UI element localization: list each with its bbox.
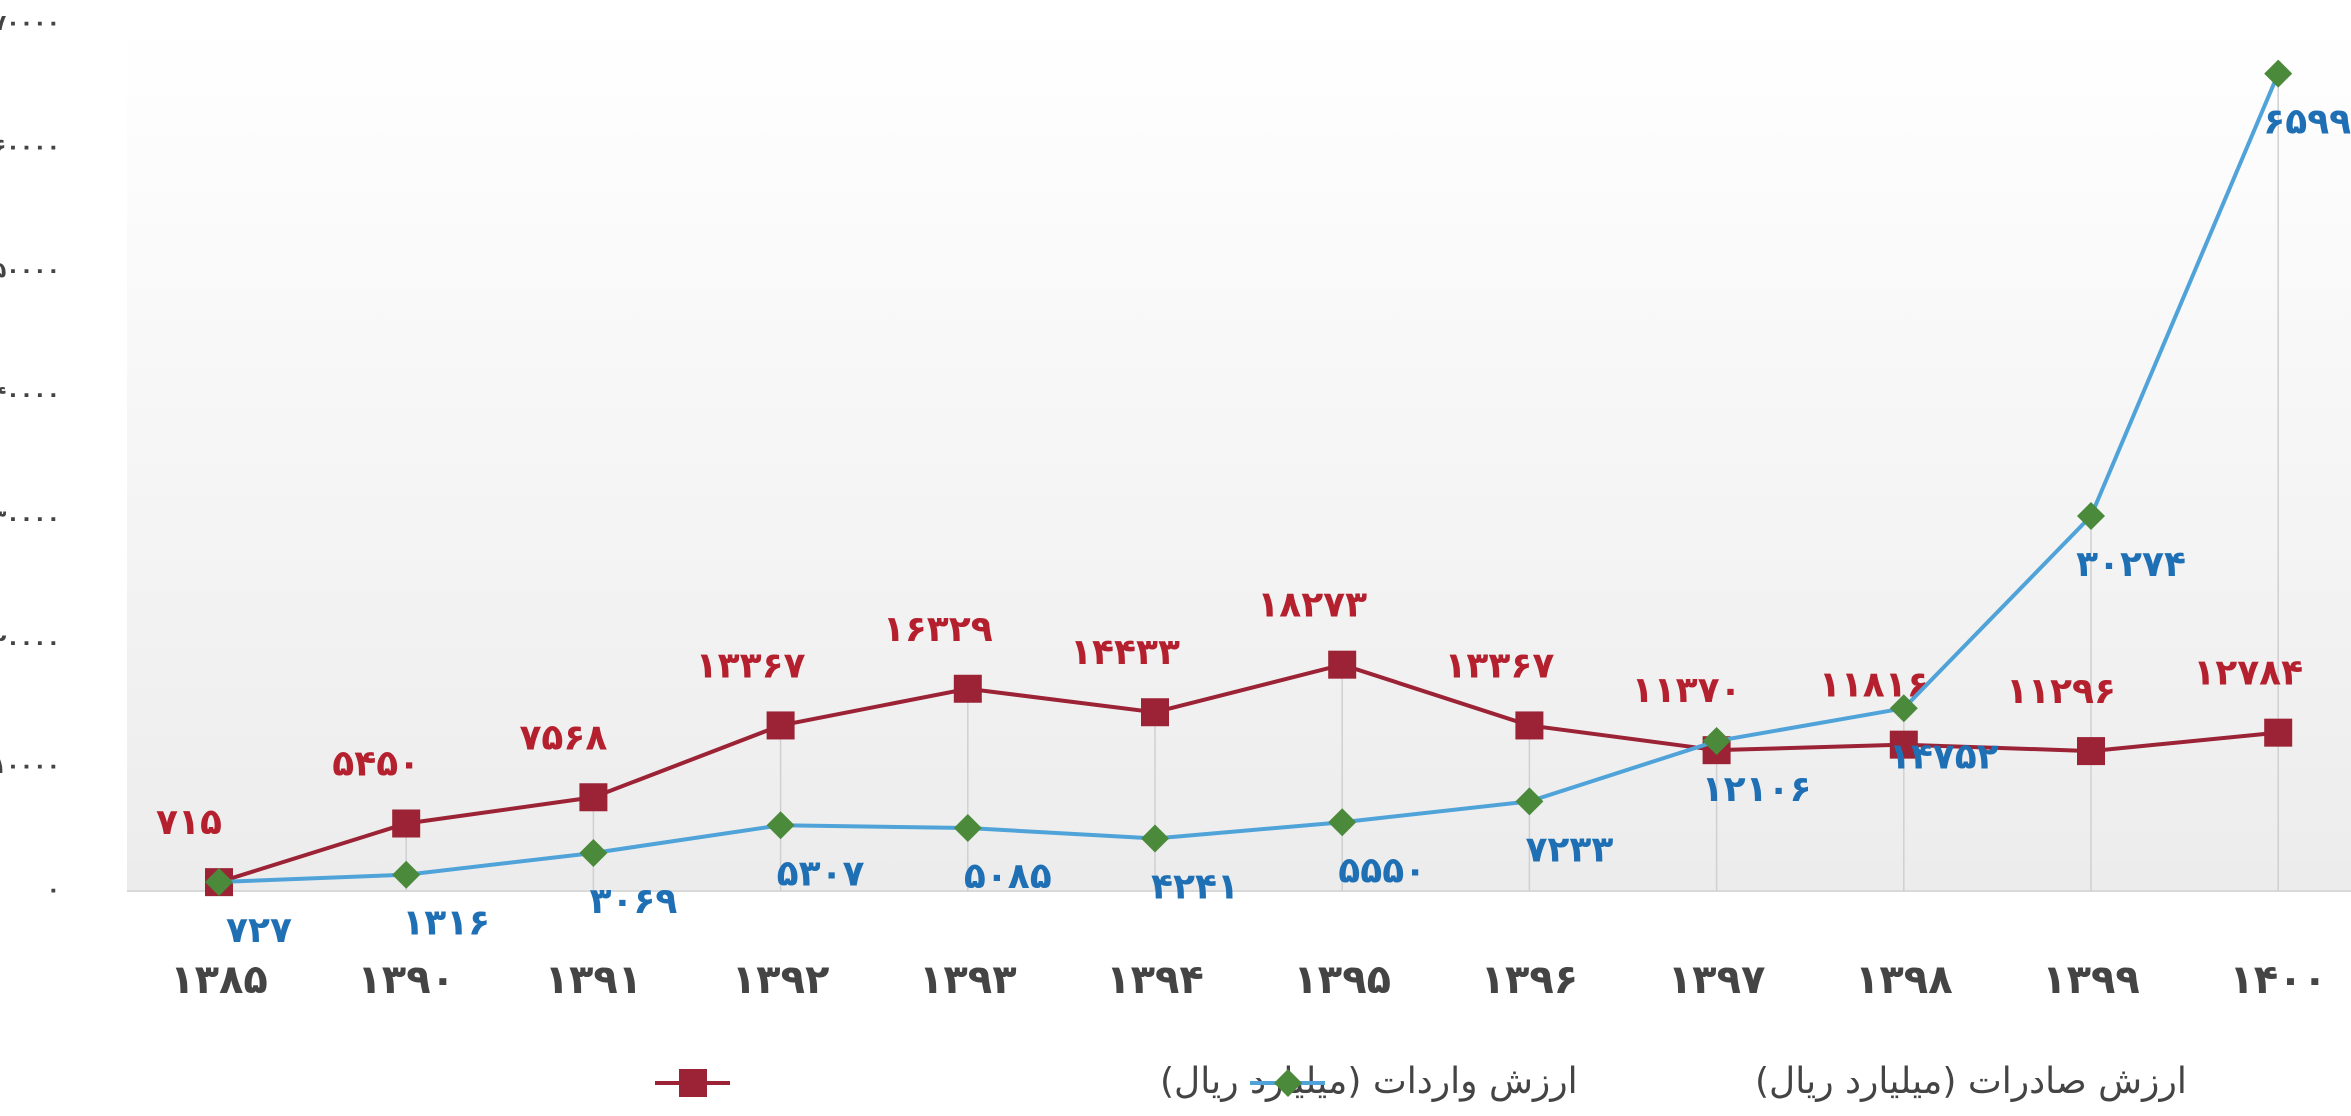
data-label: ۱۳۳۶۷	[1444, 645, 1554, 686]
x-tick-label: ۱۳۹۷	[1668, 957, 1766, 1003]
x-tick-label: ۱۳۹۴	[1106, 957, 1204, 1003]
data-label: ۱۳۳۶۷	[696, 645, 806, 686]
data-label: ۷۱۵	[156, 802, 222, 843]
marker	[2077, 737, 2105, 766]
y-tick-label: ۷۰۰۰۰	[0, 11, 60, 36]
marker	[766, 711, 795, 740]
series-line	[218, 72, 2281, 884]
data-label: ۵۵۵۰	[1338, 850, 1426, 891]
x-tick-label: ۱۳۹۶	[1481, 957, 1579, 1003]
marker	[1702, 727, 1731, 756]
marker	[205, 867, 233, 896]
data-label: ۱۲۷۸۴	[2193, 653, 2303, 694]
plot-area	[127, 24, 2351, 891]
data-label: ۵۰۸۵	[964, 856, 1052, 897]
data-label: ۱۱۲۹۶	[2006, 671, 2116, 712]
x-tick-label: ۱۳۹۸	[1855, 957, 1953, 1003]
x-tick-label: ۱۳۹۰	[357, 957, 455, 1003]
marker	[1328, 650, 1357, 679]
y-tick-label: ۰	[47, 878, 60, 903]
marker	[2264, 718, 2293, 747]
data-label: ۷۲۷	[226, 910, 292, 951]
x-tick-label: ۱۳۸۵	[170, 957, 268, 1003]
marker	[953, 674, 982, 703]
series-line	[218, 662, 2279, 885]
x-tick-label: ۱۴۰۰	[2229, 957, 2327, 1003]
marker	[2264, 59, 2293, 88]
y-tick-label: ۲۰۰۰۰	[0, 630, 60, 655]
marker	[392, 809, 421, 838]
marker	[766, 811, 795, 840]
y-tick-label: ۴۰۰۰۰	[0, 383, 60, 408]
data-label: ۱۴۴۳۳	[1070, 632, 1180, 673]
legend-marker	[1274, 1069, 1302, 1097]
data-label: ۱۶۳۲۹	[883, 609, 993, 650]
data-label: ۳۰۶۹	[589, 881, 677, 922]
data-label: ۵۴۵۰	[332, 743, 420, 784]
data-label: ۱۳۱۶	[402, 903, 490, 944]
x-tick-label: ۱۳۹۱	[545, 957, 643, 1003]
data-label: ۴۲۴۱	[1151, 866, 1239, 907]
x-tick-label: ۱۳۹۵	[1293, 957, 1391, 1003]
y-tick-label: ۶۰۰۰۰	[0, 135, 60, 160]
marker	[1141, 824, 1169, 853]
data-label: ۳۰۲۷۴	[2076, 544, 2186, 585]
marker	[392, 860, 421, 889]
data-label: ۱۲۱۰۶	[1702, 769, 1812, 810]
marker	[1141, 698, 1169, 727]
marker	[579, 783, 608, 812]
data-label: ۷۵۶۸	[519, 717, 607, 758]
legend-label: ارزش صادرات (میلیارد ریال)	[1755, 1061, 2187, 1102]
marker	[1515, 711, 1544, 740]
marker	[953, 814, 982, 843]
y-tick-label: ۵۰۰۰۰	[0, 259, 60, 284]
marker	[2077, 502, 2105, 531]
y-tick-label: ۳۰۰۰۰	[0, 506, 60, 531]
legend-marker	[679, 1069, 707, 1097]
data-label: ۷۲۳۳	[1525, 829, 1613, 870]
data-label: ۱۸۲۷۳	[1257, 585, 1367, 626]
data-label: ۱۱۳۷۰	[1632, 670, 1742, 711]
marker	[1515, 787, 1544, 816]
data-label: ۱۴۷۵۲	[1889, 736, 1999, 777]
x-tick-label: ۱۳۹۹	[2042, 957, 2140, 1003]
y-tick-label: ۱۰۰۰۰	[0, 754, 60, 779]
x-tick-label: ۱۳۹۲	[732, 957, 830, 1003]
data-label: ۵۳۰۷	[777, 853, 865, 894]
marker	[1889, 694, 1918, 723]
marker	[1328, 808, 1357, 837]
legend-label: ارزش واردات (میلیارد ریال)	[1160, 1061, 1578, 1102]
data-label: ۶۵۹۹۷	[2263, 102, 2351, 143]
marker	[1889, 730, 1918, 759]
marker	[579, 838, 608, 867]
x-tick-label: ۱۳۹۳	[919, 957, 1017, 1003]
